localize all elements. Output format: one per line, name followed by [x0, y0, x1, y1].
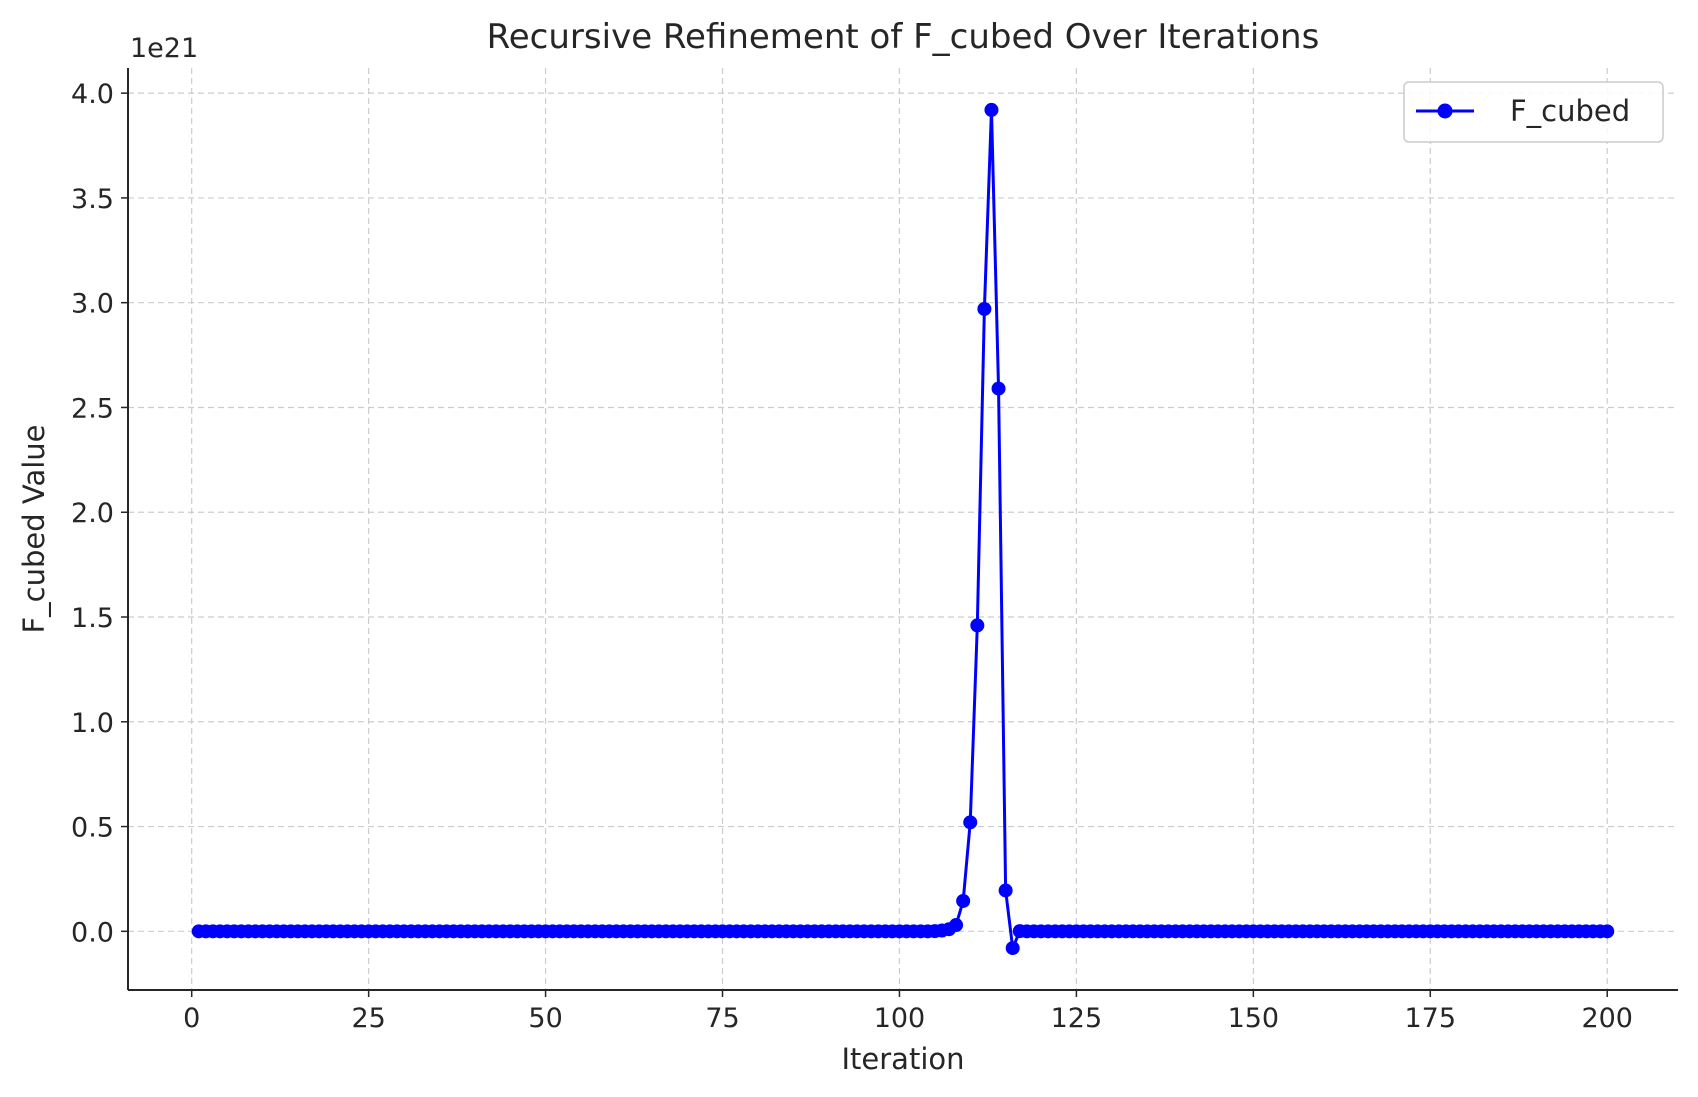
x-tick-label: 100 [874, 1003, 926, 1034]
x-ticks: 0 25 50 75 100 125 150 175 200 [183, 990, 1633, 1034]
x-tick-label: 0 [183, 1003, 200, 1034]
y-tick-label: 2.5 [71, 393, 114, 424]
data-point [963, 815, 978, 830]
legend-marker-swatch [1437, 103, 1453, 119]
x-tick-label: 175 [1405, 1003, 1457, 1034]
y-tick-label: 0.0 [71, 917, 114, 948]
grid-lines [128, 68, 1678, 990]
series-line-f-cubed [198, 108, 1608, 950]
y-tick-label: 4.0 [71, 79, 114, 110]
data-point [956, 893, 971, 908]
data-point [970, 618, 985, 633]
y-axis-offset-label: 1e21 [130, 33, 198, 64]
y-tick-label: 1.0 [71, 708, 114, 739]
y-tick-label: 1.5 [71, 603, 114, 634]
data-point [984, 102, 999, 117]
x-tick-label: 50 [528, 1003, 562, 1034]
x-axis-label: Iteration [841, 1042, 964, 1076]
data-point [1600, 924, 1615, 939]
data-point [998, 883, 1013, 898]
legend: F_cubed [1403, 81, 1664, 143]
data-point [991, 381, 1006, 396]
data-point [977, 301, 992, 316]
x-tick-label: 25 [351, 1003, 385, 1034]
series-f-cubed [191, 102, 1615, 956]
y-tick-label: 3.0 [71, 289, 114, 320]
y-axis-label: F_cubed Value [17, 424, 51, 633]
x-tick-label: 150 [1228, 1003, 1280, 1034]
chart-title: Recursive Refinement of F_cubed Over Ite… [487, 17, 1320, 57]
y-tick-label: 3.5 [71, 184, 114, 215]
x-tick-label: 125 [1051, 1003, 1103, 1034]
x-tick-label: 200 [1581, 1003, 1633, 1034]
axes [127, 68, 1678, 991]
y-tick-label: 0.5 [71, 813, 114, 844]
legend-entry-f-cubed: F_cubed [1510, 94, 1630, 128]
y-tick-label: 2.0 [71, 498, 114, 529]
data-point [1005, 941, 1020, 956]
y-ticks: 0.0 0.5 1.0 1.5 2.0 2.5 3.0 3.5 4.0 [71, 79, 128, 948]
x-tick-label: 75 [705, 1003, 739, 1034]
data-point [949, 918, 964, 933]
legend-frame [1403, 81, 1664, 143]
